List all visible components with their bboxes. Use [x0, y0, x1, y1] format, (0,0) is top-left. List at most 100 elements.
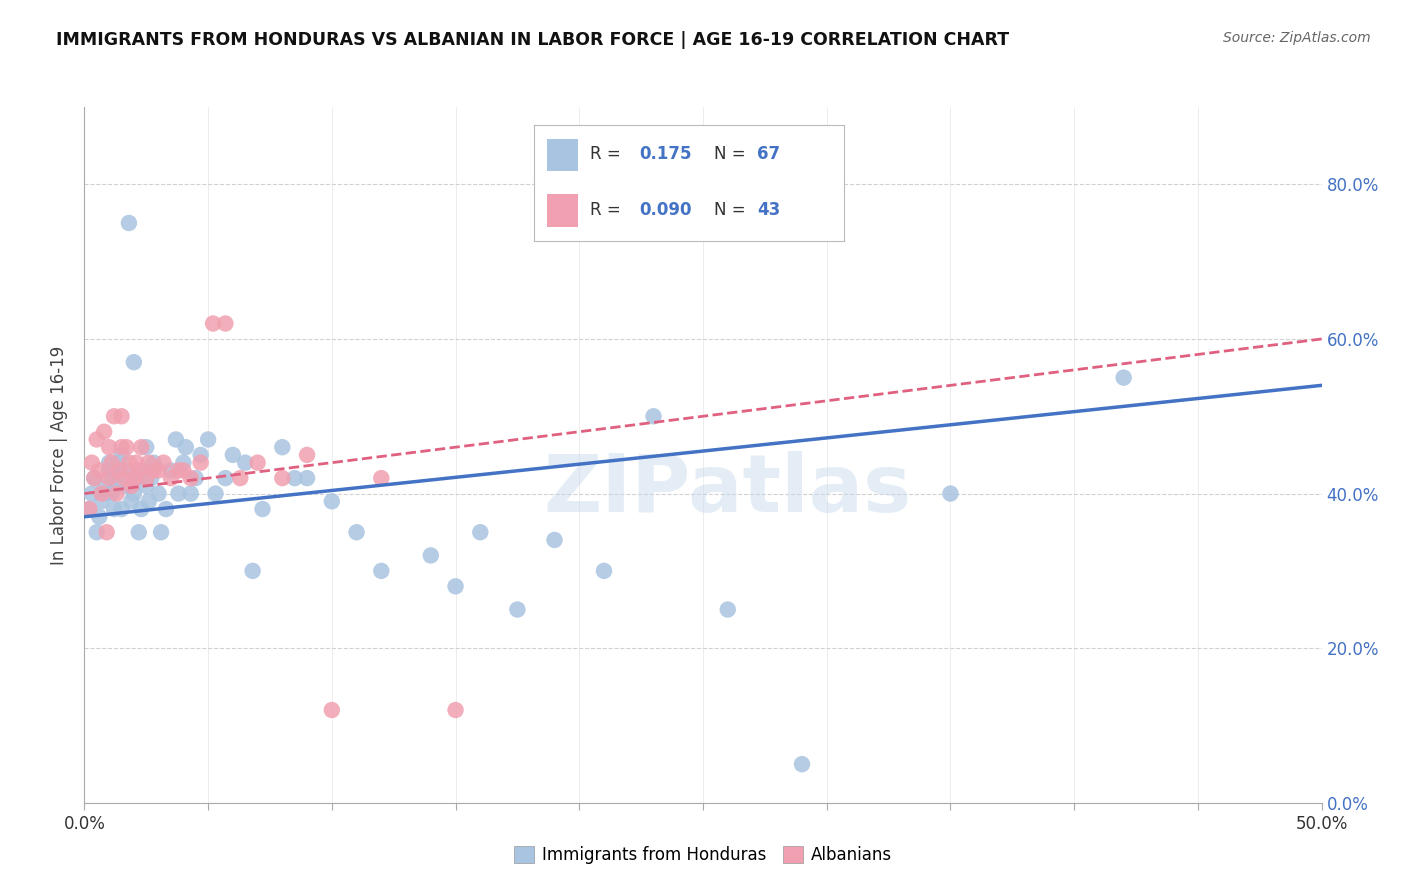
Point — [160, 463, 183, 477]
Point — [86, 525, 108, 540]
Point — [93, 425, 115, 439]
Point — [115, 440, 138, 454]
Point — [120, 494, 142, 508]
Point — [790, 757, 813, 772]
Point — [419, 549, 441, 563]
Text: 0.175: 0.175 — [640, 145, 692, 163]
Point — [135, 479, 157, 493]
Point — [370, 471, 392, 485]
Point — [120, 479, 142, 493]
Text: R =: R = — [591, 145, 626, 163]
Point — [202, 317, 225, 331]
Point — [167, 486, 190, 500]
Point — [148, 463, 170, 477]
Point — [174, 440, 197, 454]
Point — [105, 486, 128, 500]
Point — [346, 525, 368, 540]
Point — [214, 317, 236, 331]
Point — [135, 471, 157, 485]
Point — [129, 440, 152, 454]
Point — [284, 471, 307, 485]
Point — [128, 463, 150, 477]
Point — [110, 448, 132, 462]
Point — [90, 486, 112, 500]
Text: Source: ZipAtlas.com: Source: ZipAtlas.com — [1223, 31, 1371, 45]
Point — [172, 463, 194, 477]
Point — [108, 456, 131, 470]
Point — [246, 456, 269, 470]
Point — [89, 463, 111, 477]
Point — [138, 494, 160, 508]
Point — [184, 471, 207, 485]
Text: 0.090: 0.090 — [640, 201, 692, 219]
Point — [242, 564, 264, 578]
Point — [271, 471, 294, 485]
Point — [155, 502, 177, 516]
Point — [135, 440, 157, 454]
Point — [190, 456, 212, 470]
Point — [295, 448, 318, 462]
Point — [506, 602, 529, 616]
Point — [98, 471, 121, 485]
Point — [112, 463, 135, 477]
Point — [214, 471, 236, 485]
Point — [122, 355, 145, 369]
Point — [470, 525, 492, 540]
Point — [110, 440, 132, 454]
Point — [150, 525, 173, 540]
Point — [100, 456, 122, 470]
Point — [96, 525, 118, 540]
Point — [79, 502, 101, 516]
Point — [103, 409, 125, 424]
Point — [190, 448, 212, 462]
Point — [321, 494, 343, 508]
Text: 67: 67 — [756, 145, 780, 163]
Point — [229, 471, 252, 485]
Point — [295, 471, 318, 485]
Point — [939, 486, 962, 500]
Point — [167, 463, 190, 477]
Point — [122, 486, 145, 500]
Point — [83, 471, 105, 485]
Point — [1112, 370, 1135, 384]
Point — [204, 486, 226, 500]
Y-axis label: In Labor Force | Age 16-19: In Labor Force | Age 16-19 — [51, 345, 69, 565]
Point — [222, 448, 245, 462]
Point — [129, 502, 152, 516]
Text: ZIPatlas: ZIPatlas — [544, 450, 912, 529]
Point — [118, 456, 141, 470]
Text: 43: 43 — [756, 201, 780, 219]
Point — [128, 525, 150, 540]
Point — [252, 502, 274, 516]
Point — [80, 486, 103, 500]
Point — [148, 486, 170, 500]
Point — [98, 456, 121, 470]
Point — [100, 486, 122, 500]
Text: N =: N = — [714, 201, 751, 219]
Point — [90, 494, 112, 508]
Point — [83, 471, 105, 485]
Point — [643, 409, 665, 424]
Point — [118, 216, 141, 230]
Bar — [547, 139, 578, 171]
Point — [89, 509, 111, 524]
Point — [172, 456, 194, 470]
Point — [142, 463, 165, 477]
Point — [233, 456, 256, 470]
Point — [132, 463, 155, 477]
Point — [110, 502, 132, 516]
Point — [444, 703, 467, 717]
Point — [110, 409, 132, 424]
Point — [122, 471, 145, 485]
Point — [93, 479, 115, 493]
Text: N =: N = — [714, 145, 751, 163]
Point — [370, 564, 392, 578]
Text: R =: R = — [591, 201, 626, 219]
Point — [593, 564, 616, 578]
Point — [125, 471, 148, 485]
Point — [138, 456, 160, 470]
Point — [125, 456, 148, 470]
Legend: Immigrants from Honduras, Albanians: Immigrants from Honduras, Albanians — [508, 839, 898, 871]
Point — [112, 471, 135, 485]
Point — [444, 579, 467, 593]
